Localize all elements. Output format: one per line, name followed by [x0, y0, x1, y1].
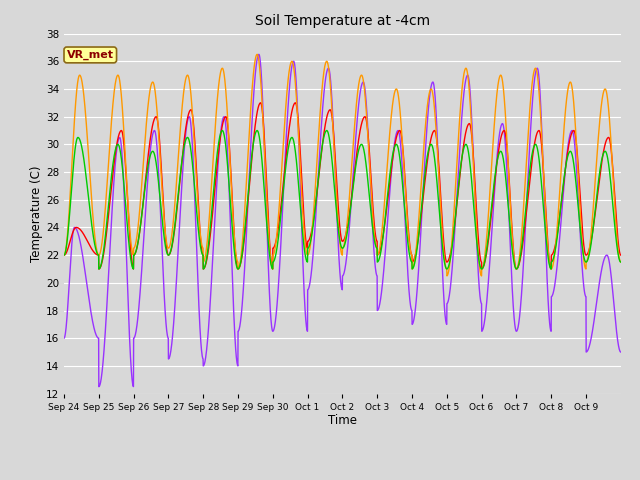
Legend: Tair, Tsoil set 1, Tsoil set 2, Tsoil set 3: Tair, Tsoil set 1, Tsoil set 2, Tsoil se…	[168, 478, 517, 480]
Y-axis label: Temperature (C): Temperature (C)	[30, 165, 43, 262]
Text: VR_met: VR_met	[67, 50, 114, 60]
Title: Soil Temperature at -4cm: Soil Temperature at -4cm	[255, 14, 430, 28]
X-axis label: Time: Time	[328, 414, 357, 427]
